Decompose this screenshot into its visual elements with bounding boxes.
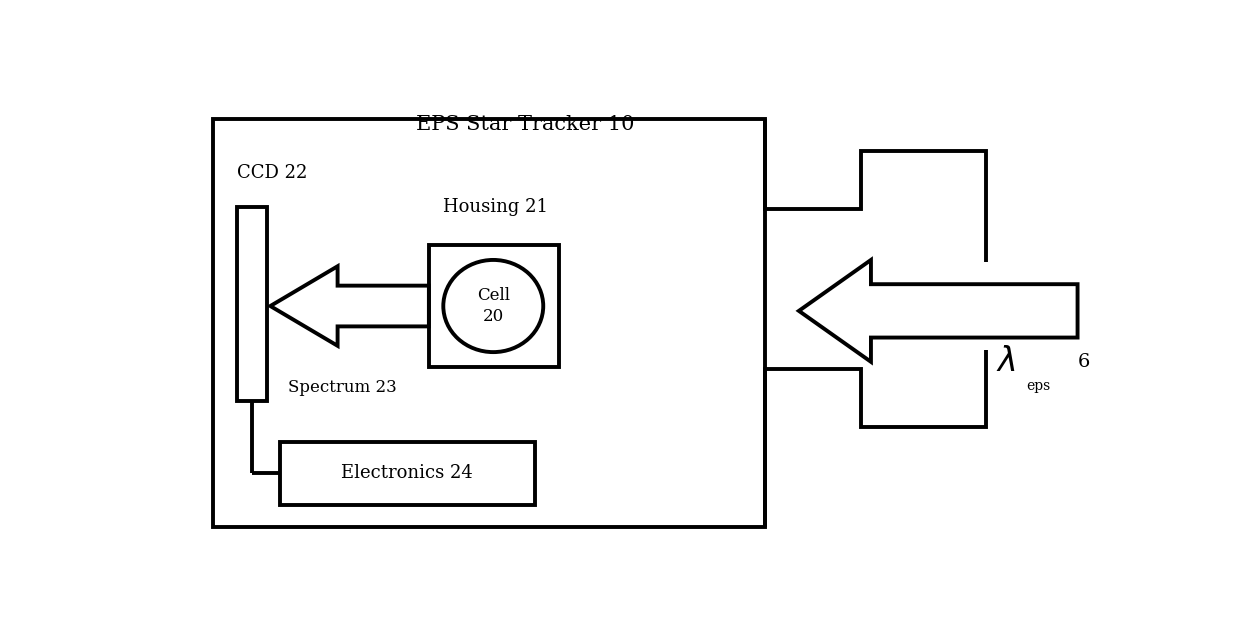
Text: Cell: Cell: [476, 287, 510, 304]
Text: $\lambda$: $\lambda$: [996, 346, 1016, 378]
Text: Electronics 24: Electronics 24: [341, 464, 474, 483]
Text: EPS Star Tracker 10: EPS Star Tracker 10: [415, 115, 634, 134]
Ellipse shape: [444, 260, 543, 352]
Text: eps: eps: [1027, 379, 1050, 393]
Text: Spectrum 23: Spectrum 23: [288, 379, 397, 396]
Text: 20: 20: [482, 308, 503, 325]
Text: 6: 6: [1078, 353, 1090, 371]
Bar: [280, 442, 534, 505]
Text: Housing 21: Housing 21: [444, 198, 548, 215]
Bar: [213, 119, 765, 527]
Bar: [237, 207, 268, 401]
Polygon shape: [799, 260, 1078, 362]
Bar: [429, 246, 558, 367]
Polygon shape: [270, 266, 429, 346]
Text: CCD 22: CCD 22: [237, 164, 308, 181]
